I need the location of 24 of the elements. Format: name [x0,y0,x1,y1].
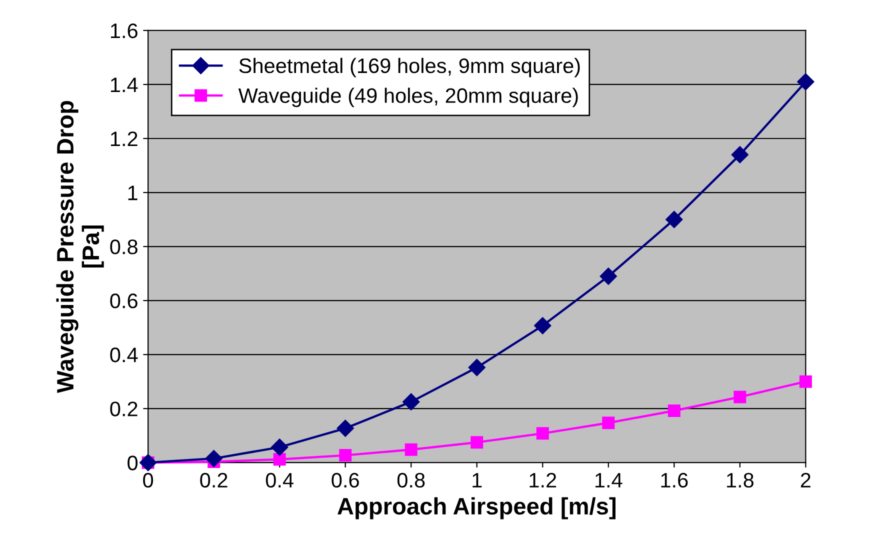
x-tick-label: 0.8 [397,472,425,488]
y-tick-label: 0.8 [110,240,138,254]
x-tick-label: 0.6 [332,472,359,488]
x-tick-label: 1.6 [661,472,688,488]
x-tick-label: 2 [800,472,810,488]
y-tick-label: 1.2 [110,132,138,146]
legend-label: Waveguide (49 holes, 20mm square) [238,88,578,108]
x-tick-label: 0.4 [266,472,294,488]
y-axis-title: Waveguide Pressure Drop [Pa] [56,100,104,394]
x-axis-title: Approach Airspeed [m/s] [338,497,616,520]
y-tick-label: 1.6 [110,23,138,38]
x-tick-label: 1 [472,473,482,488]
x-tick-label: 1.4 [596,473,622,488]
x-tick-label: 0.2 [200,472,228,488]
y-tick-label: 1.4 [110,78,138,92]
y-tick-label: 0 [128,456,138,470]
y-tick-label: 0.6 [110,294,138,308]
legend-label: Sheetmetal (169 holes, 9mm square) [239,58,580,78]
x-tick-label: 0 [143,472,154,488]
x-tick-label: 1.8 [727,472,754,488]
y-tick-label: 1 [128,186,138,200]
x-tick-label: 1.2 [530,472,556,488]
y-tick-label: 0.2 [110,402,138,416]
y-tick-label: 0.4 [110,348,138,362]
